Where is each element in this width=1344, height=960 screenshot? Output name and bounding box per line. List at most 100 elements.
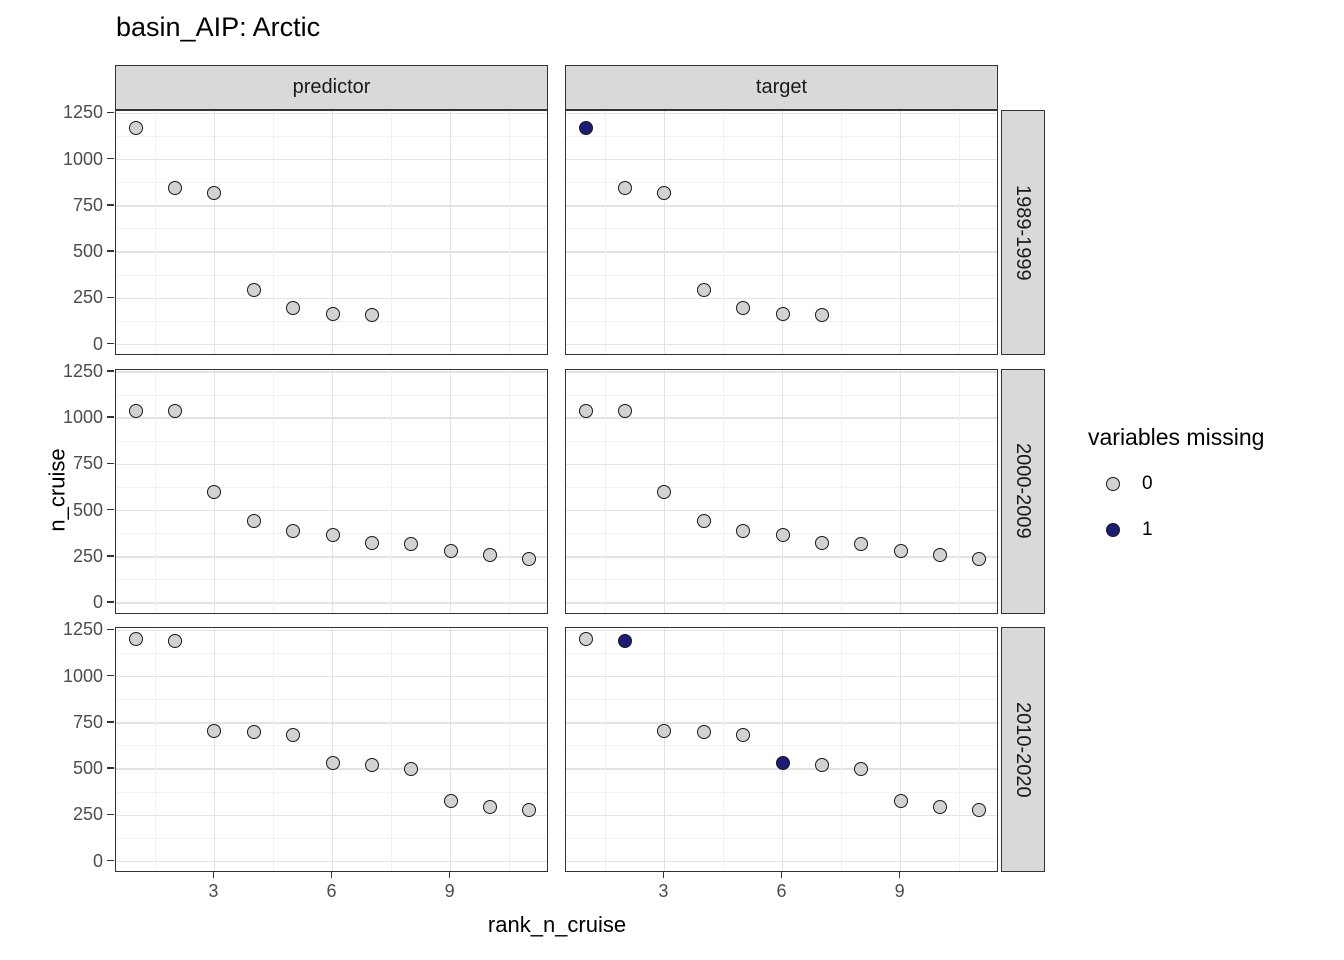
grid-line-minor [509,628,511,871]
grid-line-major [899,628,902,871]
grid-line-major [566,251,997,253]
y-tick-mark [107,462,114,465]
grid-line-minor [566,228,997,230]
grid-line-minor [272,111,274,354]
x-tick-mark [212,871,215,878]
legend: variables missing 0 1 [1088,424,1328,565]
grid-line-major [449,111,452,354]
y-tick-label: 0 [92,850,103,871]
y-tick-label: 1000 [62,665,103,686]
grid-line-minor [116,440,547,442]
data-point [657,185,672,200]
data-point [972,803,987,818]
y-tick-mark [107,767,114,769]
grid-line-minor [841,111,843,354]
legend-key-circle-0 [1106,477,1120,491]
grid-line-minor [509,111,511,354]
grid-line-minor [722,628,724,871]
grid-line-minor [566,579,997,581]
data-point [932,799,947,814]
data-point [578,121,593,136]
facet-row-strip-label: 2000-2009 [1012,443,1034,539]
x-tick-mark [330,871,333,878]
grid-line-major [116,509,547,512]
grid-line-major [566,509,997,512]
facet-row-strip-1989-1999: 1989-1999 [1000,110,1045,355]
data-point [404,536,419,551]
grid-line-major [566,417,997,419]
grid-line-major [116,343,547,346]
y-tick-label: 1250 [62,619,103,640]
grid-line-major [116,629,547,632]
data-point [736,300,751,315]
x-tick-mark [448,871,451,878]
y-tick-mark [107,628,114,631]
grid-line-minor [272,628,274,871]
grid-line-major [116,371,547,373]
grid-line-minor [154,628,156,871]
data-point [286,727,301,742]
facet-col-strip-predictor: predictor [115,65,548,110]
data-point [932,548,947,563]
x-tick-label: 3 [208,881,219,901]
data-point [325,307,340,322]
data-point [657,485,672,500]
data-point [482,799,497,814]
grid-line-minor [566,791,997,793]
y-tick-mark [107,555,114,557]
grid-line-major [116,205,547,207]
grid-line-major [116,251,547,253]
grid-line-major [566,463,997,466]
panel-target-2000-2009 [565,368,998,614]
grid-line-minor [566,837,997,839]
grid-line-major [331,111,334,354]
grid-line-minor [116,579,547,581]
grid-line-minor [722,111,724,354]
grid-line-minor [391,111,393,354]
legend-item-label: 0 [1142,473,1153,494]
grid-line-major [566,860,997,863]
data-point [893,793,908,808]
panel-target-1989-1999 [565,110,998,355]
y-tick-label: 0 [92,592,103,613]
facet-row-strip-label: 1989-1999 [1012,184,1034,281]
y-tick-mark [107,111,114,114]
grid-line-minor [116,699,547,701]
grid-line-minor [722,369,724,613]
y-tick-label: 0 [92,333,103,354]
facet-row-strip-2000-2009: 2000-2009 [1000,368,1045,614]
plot-title: basin_AIP: Arctic [116,12,321,42]
grid-line-minor [959,369,961,613]
y-tick-label: 750 [72,453,103,474]
grid-line-minor [509,369,511,613]
grid-line-major [331,369,334,613]
y-tick-label: 500 [72,758,103,779]
data-point [246,725,261,740]
y-tick-label: 1000 [62,148,103,169]
grid-line-minor [566,440,997,442]
panel-predictor-1989-1999 [115,110,548,355]
grid-line-major [781,628,784,871]
y-axis-title: n_cruise [44,448,70,532]
data-point [854,762,869,777]
y-tick-label: 250 [72,545,103,566]
data-point [814,535,829,550]
grid-line-minor [116,791,547,793]
grid-line-major [116,158,547,161]
facet-col-strip-label: predictor [292,76,371,98]
data-point [696,513,711,528]
grid-line-minor [272,369,274,613]
data-point [578,403,593,418]
legend-item-missing-1: 1 [1106,519,1328,541]
x-tick-mark [780,871,783,878]
grid-line-major [116,297,547,299]
data-point [736,727,751,742]
y-tick-mark [107,204,114,206]
grid-line-major [116,602,547,604]
grid-line-major [899,111,902,354]
data-point [325,527,340,542]
grid-line-major [116,860,547,863]
data-point [736,523,751,538]
grid-line-minor [841,369,843,613]
x-tick-label: 6 [776,881,787,901]
